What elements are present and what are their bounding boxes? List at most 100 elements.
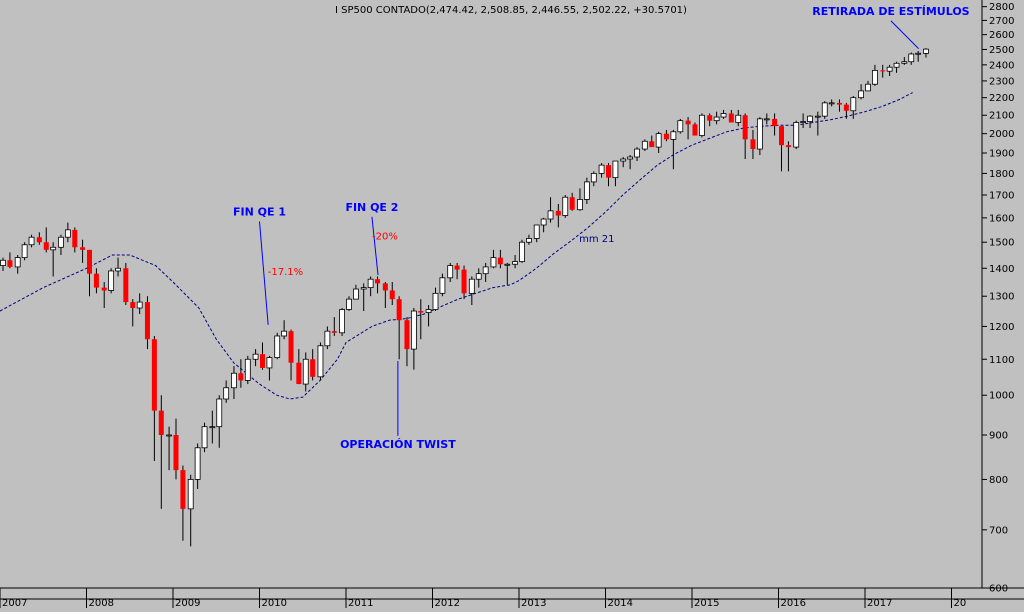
candle-body-up (425, 309, 432, 313)
y-tick-label: 1400 (989, 264, 1014, 275)
candle-body-down (144, 302, 150, 340)
candle (223, 380, 230, 403)
candle-body-down (707, 115, 713, 121)
candle-body-down (404, 320, 410, 350)
candles-layer (0, 48, 929, 547)
chart-title: I SP500 CONTADO(2,474.42, 2,508.85, 2,44… (335, 5, 687, 16)
candle-body-up (577, 199, 583, 211)
candle-body-up (634, 148, 640, 158)
candle (252, 349, 259, 367)
candle (880, 64, 886, 78)
candle-body-down (606, 165, 611, 178)
candle (432, 287, 439, 312)
candle (288, 329, 294, 381)
candle-body-up (915, 52, 922, 55)
x-tick-label: 2011 (348, 598, 373, 608)
candle (80, 239, 86, 263)
annotation-label: -20% (372, 232, 398, 243)
candle-body-up (201, 426, 208, 449)
y-tick-label: 2000 (989, 129, 1014, 140)
annotation-pointer (371, 216, 379, 276)
y-tick-label: 800 (989, 475, 1008, 486)
candle-body-down (180, 470, 186, 509)
candle-body-up (800, 121, 807, 123)
candle (504, 262, 511, 285)
candle-body-up (28, 236, 35, 246)
candle (151, 335, 157, 462)
candle (0, 257, 6, 271)
y-tick-label: 1100 (989, 355, 1014, 366)
candle-body-down (461, 269, 467, 294)
candle-body-up (655, 133, 662, 148)
candle-body-up (620, 158, 627, 162)
annotation-label: FIN QE 2 (345, 201, 398, 214)
candle (216, 395, 223, 448)
candle (310, 349, 316, 381)
candle (526, 234, 532, 245)
candle-body-up (274, 335, 281, 358)
x-axis: 2007 2008 2009 2010 2011 2012 2013 2014 2015 2016… (0, 587, 1024, 609)
candle (375, 276, 381, 294)
candle-body-down (130, 302, 136, 309)
candle-body-up (872, 69, 878, 85)
candle-body-up (353, 288, 359, 300)
candle (353, 284, 359, 300)
candle-body-down (555, 210, 561, 216)
candle (908, 52, 915, 65)
candle (772, 113, 778, 136)
candle (187, 474, 194, 547)
candle (569, 192, 575, 211)
candle (663, 129, 669, 142)
candle-body-down (772, 118, 778, 127)
candle (583, 177, 590, 204)
candle (317, 342, 324, 381)
candle-body-up (641, 140, 648, 150)
candle-body-down (685, 120, 691, 125)
candle-body-up (598, 164, 605, 174)
candle-body-down (389, 290, 395, 300)
candle-body-down (238, 373, 244, 381)
candle-body-down (80, 247, 86, 250)
candle (655, 131, 662, 154)
candle (389, 281, 395, 306)
candle (821, 101, 828, 119)
candle (547, 197, 554, 223)
y-tick-label: 2800 (989, 2, 1014, 13)
candle (7, 252, 13, 269)
candle-body-up (58, 236, 64, 248)
candle (302, 352, 309, 392)
candle (382, 281, 388, 309)
candle (901, 57, 908, 65)
candle-body-up (612, 160, 619, 179)
candle (858, 84, 864, 100)
candle (750, 129, 756, 160)
candle-body-up (699, 114, 705, 136)
candle (756, 117, 763, 156)
candle-body-up (828, 102, 835, 105)
candle-body-up (547, 210, 554, 220)
candle-body-down (728, 113, 734, 123)
candle-body-up (504, 263, 511, 266)
candle-body-down (173, 434, 179, 471)
candle (36, 232, 42, 245)
candle-body-up (447, 265, 454, 279)
candle (14, 255, 21, 274)
candle-body-down (288, 331, 294, 363)
candle-body-up (519, 241, 525, 262)
annotation-pointer (890, 20, 919, 50)
candle-body-up (756, 118, 763, 150)
candle (670, 129, 677, 170)
candle (238, 359, 244, 388)
candle (685, 117, 691, 140)
candle (620, 157, 627, 168)
candle (454, 262, 460, 280)
candle-body-down (123, 268, 129, 303)
y-tick-label: 2200 (989, 93, 1014, 104)
candle-body-down (331, 331, 337, 333)
candle (627, 155, 634, 170)
candle-body-down (785, 145, 791, 148)
candle-body-down (663, 133, 669, 140)
candle-body-down (418, 311, 424, 313)
candle-body-up (865, 83, 871, 92)
